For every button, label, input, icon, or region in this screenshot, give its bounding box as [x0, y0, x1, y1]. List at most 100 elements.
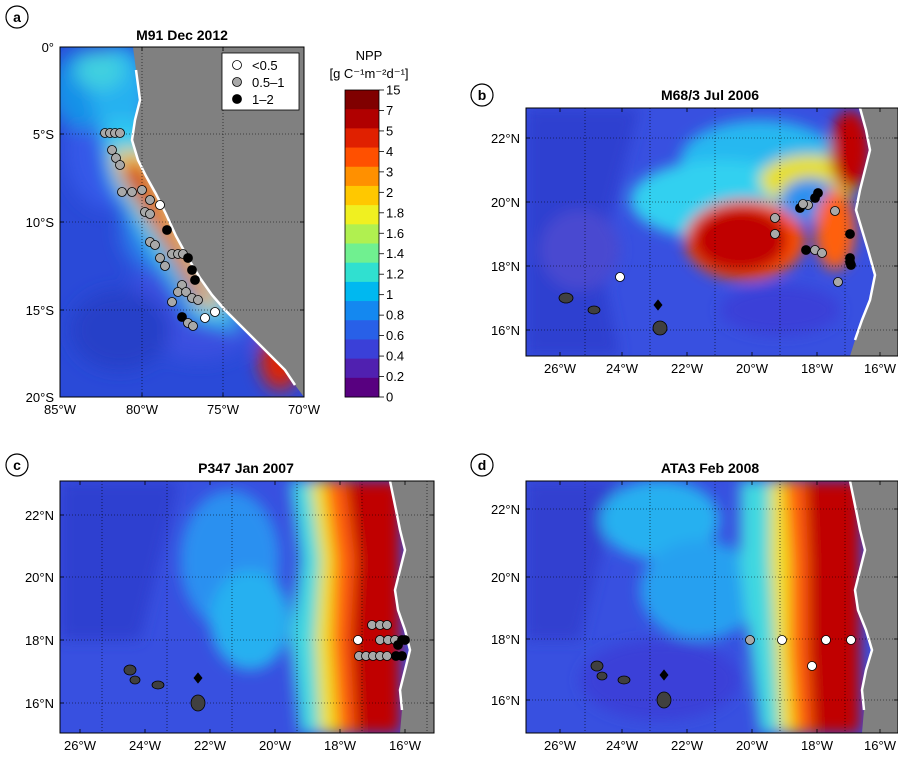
y-tick-label: 16°N — [25, 696, 54, 711]
station-marker — [127, 187, 137, 197]
station-marker — [181, 287, 191, 297]
panel-a-land — [132, 47, 304, 397]
x-tick-label: 18°W — [801, 361, 834, 376]
station-marker — [162, 225, 172, 235]
panel-b-letter-circle — [470, 83, 494, 107]
station-marker — [798, 199, 808, 209]
legend-label-mid: 0.5–1 — [252, 75, 285, 90]
station-marker — [137, 185, 147, 195]
station-marker — [107, 145, 117, 155]
colorbar-cell — [345, 128, 379, 149]
x-tick-label: 16°W — [864, 361, 897, 376]
station-marker — [155, 200, 165, 210]
colorbar-label: 4 — [386, 144, 393, 159]
station-marker — [187, 265, 197, 275]
station-marker — [615, 272, 625, 282]
station-marker — [167, 297, 177, 307]
colorbar-cell — [345, 185, 379, 206]
station-marker — [160, 261, 170, 271]
colorbar-cell — [345, 147, 379, 168]
panel-b-land — [850, 108, 898, 356]
legend-label-high: 1–2 — [252, 92, 274, 107]
colorbar-cell — [345, 90, 379, 110]
station-marker — [393, 640, 403, 650]
colorbar-label: 1.4 — [386, 246, 404, 261]
panel-d-letter-circle — [470, 453, 494, 477]
station-marker — [188, 321, 198, 331]
y-tick-label: 16°N — [491, 693, 520, 708]
station-marker — [382, 651, 392, 661]
station-marker — [770, 229, 780, 239]
colorbar-label: 1 — [386, 287, 393, 302]
station-marker — [833, 277, 843, 287]
panel-a-letter: a — [13, 9, 21, 25]
x-tick-label: 18°W — [801, 738, 834, 753]
panel-d-map — [526, 481, 898, 733]
x-tick-label: 24°W — [606, 738, 639, 753]
y-tick-label: 18°N — [491, 259, 520, 274]
x-tick-label: 22°W — [194, 738, 227, 753]
x-tick-label: 22°W — [671, 361, 704, 376]
colorbar-cell — [345, 262, 379, 283]
colorbar-cell — [345, 358, 379, 379]
station-marker — [813, 188, 823, 198]
y-tick-label: 15°S — [26, 303, 55, 318]
colorbar: NPP [g C⁻¹m⁻²d⁻¹] 15 7 5 4 3 2 1.8 1.6 1.4 1.2 1 0.… — [329, 48, 408, 405]
station-marker — [117, 187, 127, 197]
colorbar-label: 1.6 — [386, 226, 404, 241]
colorbar-label: 2 — [386, 185, 393, 200]
x-tick-label: 18°W — [324, 738, 357, 753]
panel-c-letter-circle — [5, 453, 29, 477]
panel-b-map — [526, 108, 898, 356]
colorbar-label: 3 — [386, 164, 393, 179]
station-marker — [145, 195, 155, 205]
station-marker — [830, 206, 840, 216]
y-tick-label: 18°N — [491, 632, 520, 647]
panel-a-legend: <0.5 0.5–1 1–2 — [221, 52, 300, 111]
station-marker — [770, 213, 780, 223]
x-tick-label: 24°W — [606, 361, 639, 376]
colorbar-cell — [345, 320, 379, 340]
x-tick-label: 26°W — [544, 361, 577, 376]
station-marker — [400, 635, 410, 645]
station-marker — [801, 245, 811, 255]
legend-label-low: <0.5 — [252, 58, 278, 73]
colorbar-label: 0.6 — [386, 328, 404, 343]
station-marker — [817, 248, 827, 258]
x-tick-label: 22°W — [671, 738, 704, 753]
panel-b-title: M68/3 Jul 2006 — [661, 87, 759, 103]
x-tick-label: 20°W — [736, 361, 769, 376]
colorbar-cell — [345, 109, 379, 129]
station-marker — [846, 635, 856, 645]
station-marker — [210, 307, 220, 317]
colorbar-cell — [345, 205, 379, 225]
station-marker — [845, 229, 855, 239]
panel-c-map — [60, 481, 434, 733]
legend-marker-mid — [232, 77, 242, 87]
colorbar-label: 1.2 — [386, 267, 404, 282]
colorbar-cell — [345, 339, 379, 360]
panel-a-title: M91 Dec 2012 — [136, 27, 228, 43]
colorbar-label: 1.8 — [386, 205, 404, 220]
colorbar-cell — [345, 243, 379, 264]
legend-marker-low — [232, 60, 242, 70]
panel-b: 26°W 24°W 22°W 20°W 18°W 16°W 22°N 20°N 18°N 16°N… — [470, 83, 898, 376]
panel-d: 26°W 24°W 22°W 20°W 18°W 16°W 22°N 20°N 18°N 16°N… — [470, 453, 898, 753]
station-marker — [397, 651, 407, 661]
legend-marker-high — [232, 94, 242, 104]
station-marker — [845, 257, 855, 267]
y-tick-label: 0° — [42, 40, 54, 55]
x-tick-label: 20°W — [736, 738, 769, 753]
y-tick-label: 22°N — [491, 502, 520, 517]
station-marker — [177, 312, 187, 322]
x-tick-label: 80°W — [126, 402, 159, 417]
panel-b-letter: b — [478, 87, 487, 103]
x-tick-label: 16°W — [864, 738, 897, 753]
colorbar-cell — [345, 377, 379, 398]
x-tick-label: 85°W — [44, 402, 77, 417]
y-tick-label: 22°N — [25, 508, 54, 523]
panel-d-land — [850, 481, 898, 733]
station-marker — [745, 635, 755, 645]
y-tick-label: 20°N — [25, 570, 54, 585]
